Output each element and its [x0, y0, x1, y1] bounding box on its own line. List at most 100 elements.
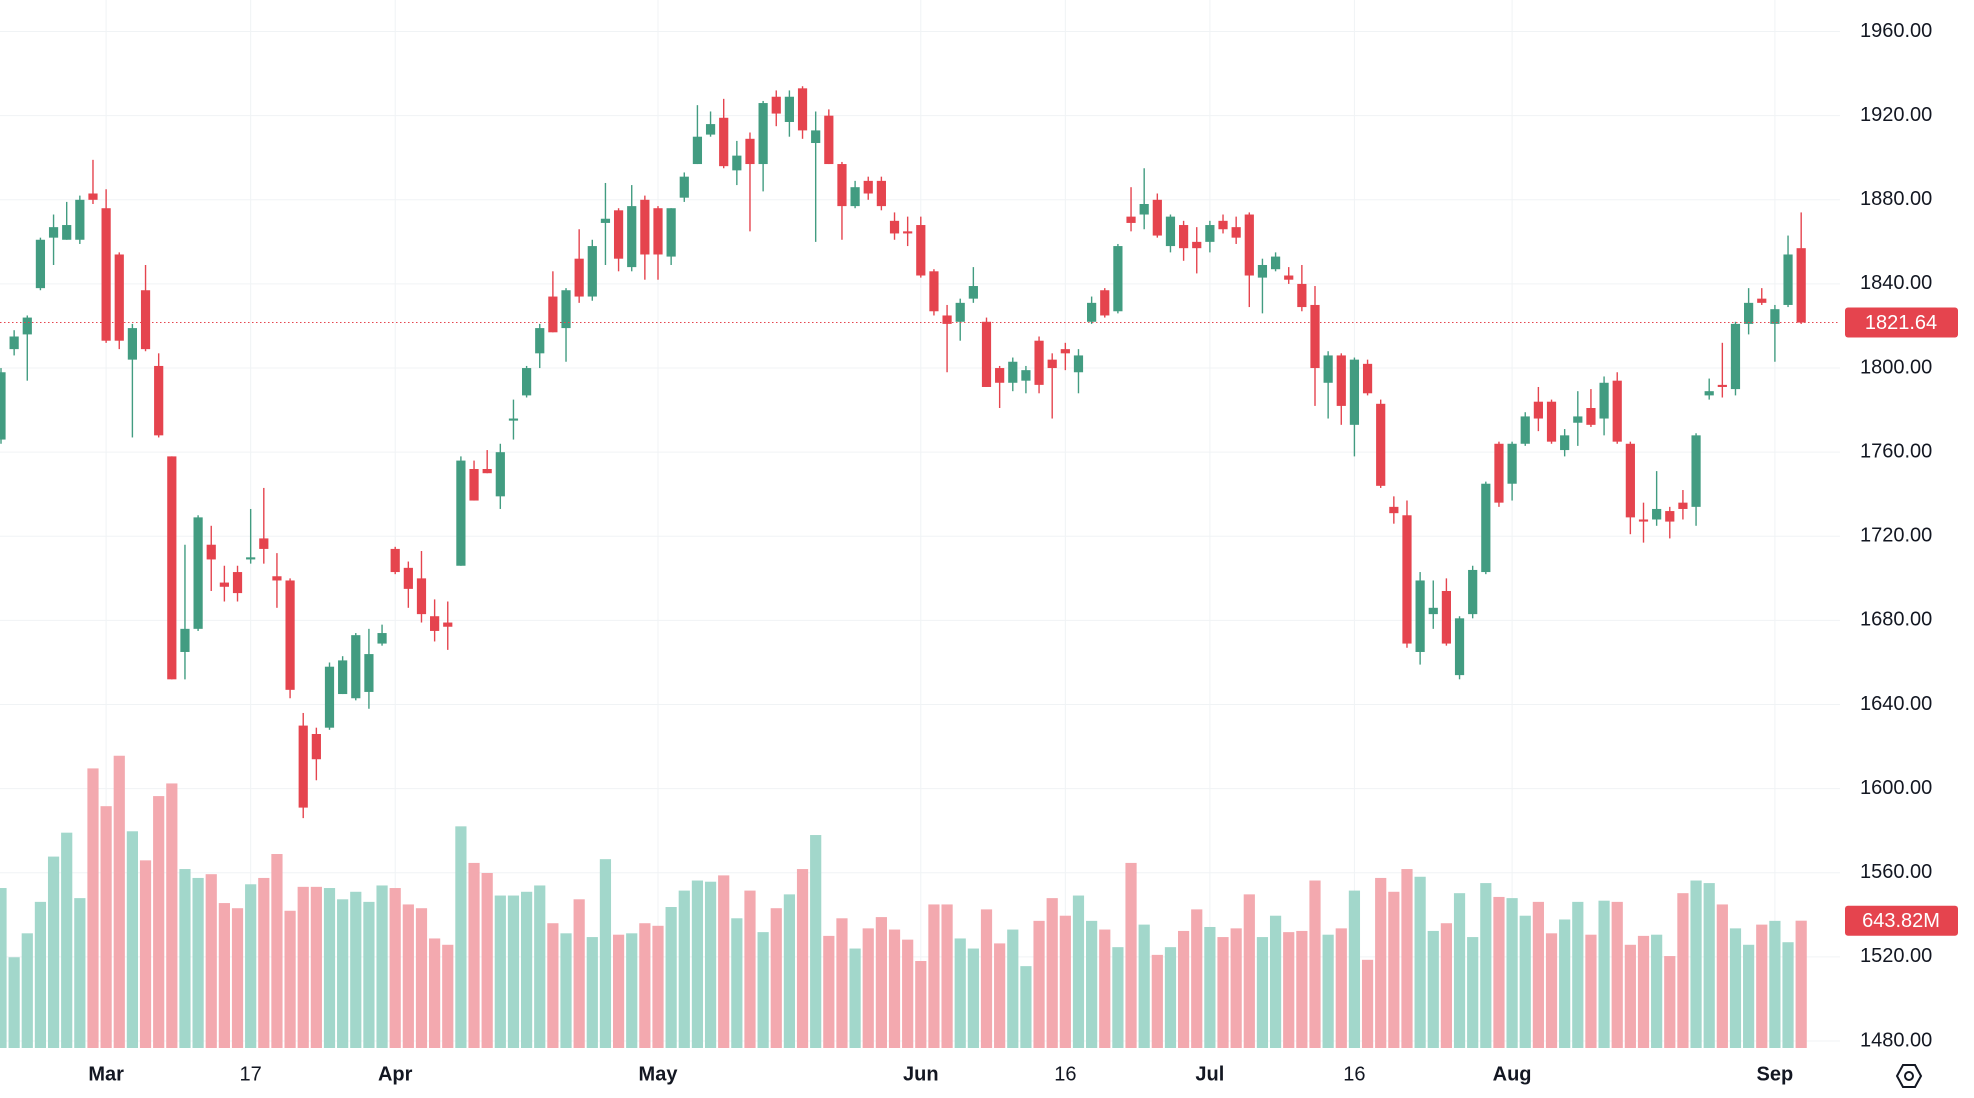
candle-body: [627, 206, 637, 268]
candle-body: [1270, 256, 1281, 270]
volume-bar: [231, 908, 244, 1048]
candle-body: [995, 368, 1005, 383]
volume-bar: [218, 903, 230, 1048]
volume-bar: [612, 934, 625, 1048]
volume-bar: [1191, 909, 1203, 1048]
candle-body: [916, 225, 926, 276]
candle-body: [1468, 569, 1478, 615]
y-tick-label: 1680.00: [1860, 609, 1932, 631]
candle-body: [1297, 283, 1307, 308]
last-price-box: [1845, 307, 1958, 338]
volume-bar: [153, 796, 165, 1048]
candle-body: [1244, 214, 1254, 276]
volume-bar: [888, 929, 901, 1048]
candle-body: [863, 180, 873, 194]
settings-dot: [1904, 1071, 1914, 1081]
volume-bar: [1545, 933, 1558, 1048]
candle-body: [1126, 216, 1136, 223]
candle-body: [705, 124, 716, 135]
volume-bar: [1243, 894, 1255, 1048]
volume-bar: [1729, 928, 1742, 1048]
volume-bar: [849, 948, 861, 1048]
candle-body: [1349, 359, 1360, 425]
volume-bar: [113, 755, 125, 1048]
candle-body: [127, 328, 137, 360]
y-tick-label: 1920.00: [1860, 104, 1932, 126]
volume-bar: [284, 910, 296, 1048]
volume-pane: [0, 755, 1807, 1048]
candle-body: [285, 580, 295, 690]
volume-bar: [166, 783, 178, 1048]
x-tick-label: 17: [240, 1063, 262, 1085]
candle-body: [1323, 355, 1333, 383]
x-tick-label: Aug: [1493, 1063, 1532, 1085]
y-tick-label: 1760.00: [1860, 440, 1932, 462]
y-tick-label: 1600.00: [1860, 777, 1932, 799]
volume-bar: [1164, 947, 1177, 1048]
candle-body: [1087, 302, 1097, 322]
volume-bar: [1743, 944, 1755, 1048]
price-pane: [0, 86, 1840, 819]
candle-body: [1192, 241, 1202, 249]
candle-body: [1389, 506, 1399, 514]
candle-body: [732, 155, 742, 171]
candle-body: [640, 199, 650, 255]
candle-body: [1638, 519, 1649, 522]
volume-bar: [810, 835, 822, 1048]
candle-body: [62, 225, 72, 240]
volume-bar: [1651, 934, 1663, 1048]
volume-bar: [363, 901, 375, 1048]
x-tick-label: 16: [1054, 1063, 1076, 1085]
volume-bar: [442, 944, 454, 1048]
settings-icon[interactable]: [1895, 1064, 1923, 1088]
volume-bar: [691, 880, 704, 1048]
y-tick-label: 1640.00: [1860, 693, 1932, 715]
candle-body: [114, 254, 124, 341]
volume-bar: [402, 904, 414, 1048]
volume-bar: [8, 957, 20, 1048]
volume-bar: [994, 943, 1006, 1048]
candle-body: [403, 567, 413, 589]
volume-bar: [1112, 947, 1124, 1048]
volume-bar: [1493, 896, 1505, 1048]
candle-body: [416, 578, 427, 615]
candle-body: [48, 227, 59, 238]
candle-body: [1336, 355, 1346, 406]
volume-bar: [126, 831, 138, 1048]
candle-body: [1691, 435, 1701, 507]
volume-bar: [1204, 926, 1216, 1048]
volume-bar: [1072, 895, 1085, 1048]
candle-body: [587, 246, 597, 297]
volume-bar: [1217, 937, 1229, 1048]
candle-body: [758, 103, 768, 165]
y-tick-label: 1880.00: [1860, 188, 1932, 210]
volume-bar: [74, 898, 86, 1048]
candle-body: [1520, 416, 1530, 444]
candle-body: [1034, 340, 1044, 385]
volume-bar: [1559, 919, 1571, 1048]
candle-body: [1310, 304, 1320, 369]
candle-body: [1165, 216, 1176, 247]
candle-body: [508, 418, 519, 421]
candle-body: [1481, 483, 1491, 573]
candle-body: [259, 538, 269, 549]
volume-bar: [1703, 883, 1715, 1048]
candle-body: [1783, 254, 1793, 305]
candle-body: [1100, 290, 1110, 316]
candle-body: [574, 258, 584, 297]
candle-body: [180, 628, 190, 652]
volume-bar: [560, 933, 572, 1048]
volume-bar: [1664, 956, 1676, 1048]
candle-body: [1744, 302, 1754, 324]
candle-body: [338, 660, 348, 695]
candle-body: [1546, 401, 1557, 442]
candle-body: [745, 138, 755, 165]
volume-bar: [0, 888, 7, 1048]
volume-bar: [823, 935, 835, 1048]
volume-bar: [1138, 924, 1150, 1048]
volume-bar: [1283, 932, 1295, 1048]
last-price-label: 1821.64: [1865, 312, 1937, 334]
volume-bar: [258, 877, 270, 1048]
volume-bar: [1388, 891, 1400, 1048]
y-tick-label: 1720.00: [1860, 525, 1932, 547]
